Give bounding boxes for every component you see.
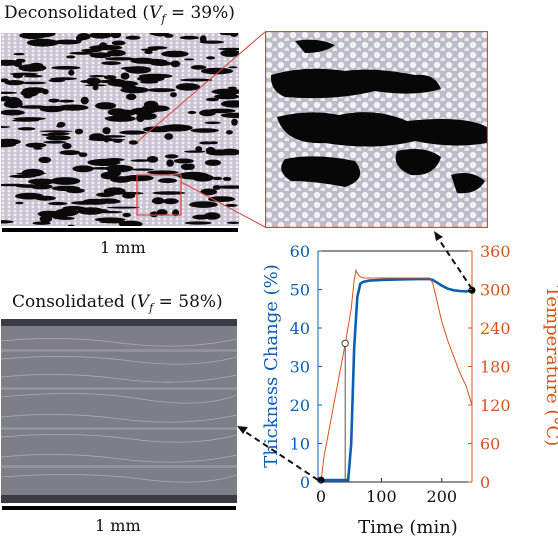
right-axis-label: Temperature (°C)	[542, 286, 558, 446]
left-tick-label: 30	[290, 358, 310, 377]
left-tick-label: 0	[300, 473, 310, 492]
right-tick-label: 120	[480, 396, 511, 415]
left-tick-label: 40	[290, 319, 310, 338]
x-tick-label: 0	[316, 487, 326, 506]
left-tick-label: 10	[290, 435, 310, 454]
right-tick-label: 60	[480, 435, 500, 454]
left-tick-label: 20	[290, 396, 310, 415]
right-tick-label: 0	[480, 473, 490, 492]
right-tick-label: 180	[480, 358, 511, 377]
right-tick-label: 300	[480, 281, 511, 300]
temperature-series	[321, 270, 472, 482]
x-tick-label: 200	[427, 487, 458, 506]
left-tick-label: 60	[290, 242, 310, 261]
left-tick-label: 50	[290, 281, 310, 300]
x-axis-label: Time (min)	[358, 517, 458, 538]
right-tick-label: 240	[480, 319, 511, 338]
open-marker	[342, 340, 348, 346]
x-tick-label: 100	[366, 487, 397, 506]
left-axis-label: Thickness Change (%)	[261, 264, 282, 468]
thickness-series	[321, 279, 472, 480]
right-tick-label: 360	[480, 242, 511, 261]
